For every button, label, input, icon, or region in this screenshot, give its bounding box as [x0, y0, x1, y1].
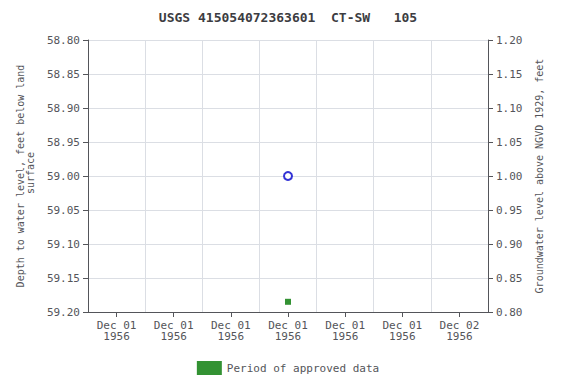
svg-text:1.10: 1.10 — [496, 102, 523, 115]
svg-text:Dec 01: Dec 01 — [211, 319, 251, 332]
svg-text:0.85: 0.85 — [496, 272, 523, 285]
svg-text:0.90: 0.90 — [496, 238, 523, 251]
svg-text:surface: surface — [25, 152, 36, 200]
svg-text:1.20: 1.20 — [496, 34, 523, 47]
svg-text:58.80: 58.80 — [47, 34, 80, 47]
svg-text:0.80: 0.80 — [496, 306, 523, 319]
svg-text:1956: 1956 — [103, 330, 130, 343]
svg-text:Depth to water level, feet bel: Depth to water level, feet below land — [15, 64, 27, 288]
svg-text:Dec 01: Dec 01 — [325, 319, 365, 332]
svg-text:59.15: 59.15 — [47, 272, 80, 285]
svg-text:1.05: 1.05 — [496, 136, 523, 149]
svg-text:59.20: 59.20 — [47, 306, 80, 319]
svg-text:1956: 1956 — [446, 330, 473, 343]
svg-text:1.15: 1.15 — [496, 68, 523, 81]
svg-text:59.10: 59.10 — [47, 238, 80, 251]
svg-text:Dec 01: Dec 01 — [96, 319, 137, 332]
svg-text:1956: 1956 — [389, 330, 416, 343]
svg-text:1.00: 1.00 — [496, 170, 523, 183]
svg-text:Dec 02: Dec 02 — [439, 319, 480, 332]
svg-text:1956: 1956 — [332, 330, 359, 343]
svg-text:USGS 415054072363601 CT-SW: USGS 415054072363601 CT-SW 105 — [159, 10, 417, 25]
svg-text:1956: 1956 — [218, 330, 245, 343]
svg-text:59.05: 59.05 — [47, 204, 80, 217]
svg-text:Dec 01: Dec 01 — [153, 319, 194, 332]
svg-text:Dec 01: Dec 01 — [268, 319, 308, 332]
svg-text:0.95: 0.95 — [496, 204, 523, 217]
svg-text:1956: 1956 — [275, 330, 302, 343]
svg-text:Period of approved data: Period of approved data — [227, 362, 379, 375]
svg-text:1956: 1956 — [160, 330, 187, 343]
svg-text:Dec 01: Dec 01 — [382, 319, 423, 332]
svg-text:58.85: 58.85 — [47, 68, 80, 81]
svg-text:Groundwater level above NGVD 1: Groundwater level above NGVD 1929, feet — [534, 59, 545, 294]
svg-text:59.00: 59.00 — [47, 170, 80, 183]
svg-text:58.90: 58.90 — [47, 102, 80, 115]
svg-text:58.95: 58.95 — [47, 136, 80, 149]
